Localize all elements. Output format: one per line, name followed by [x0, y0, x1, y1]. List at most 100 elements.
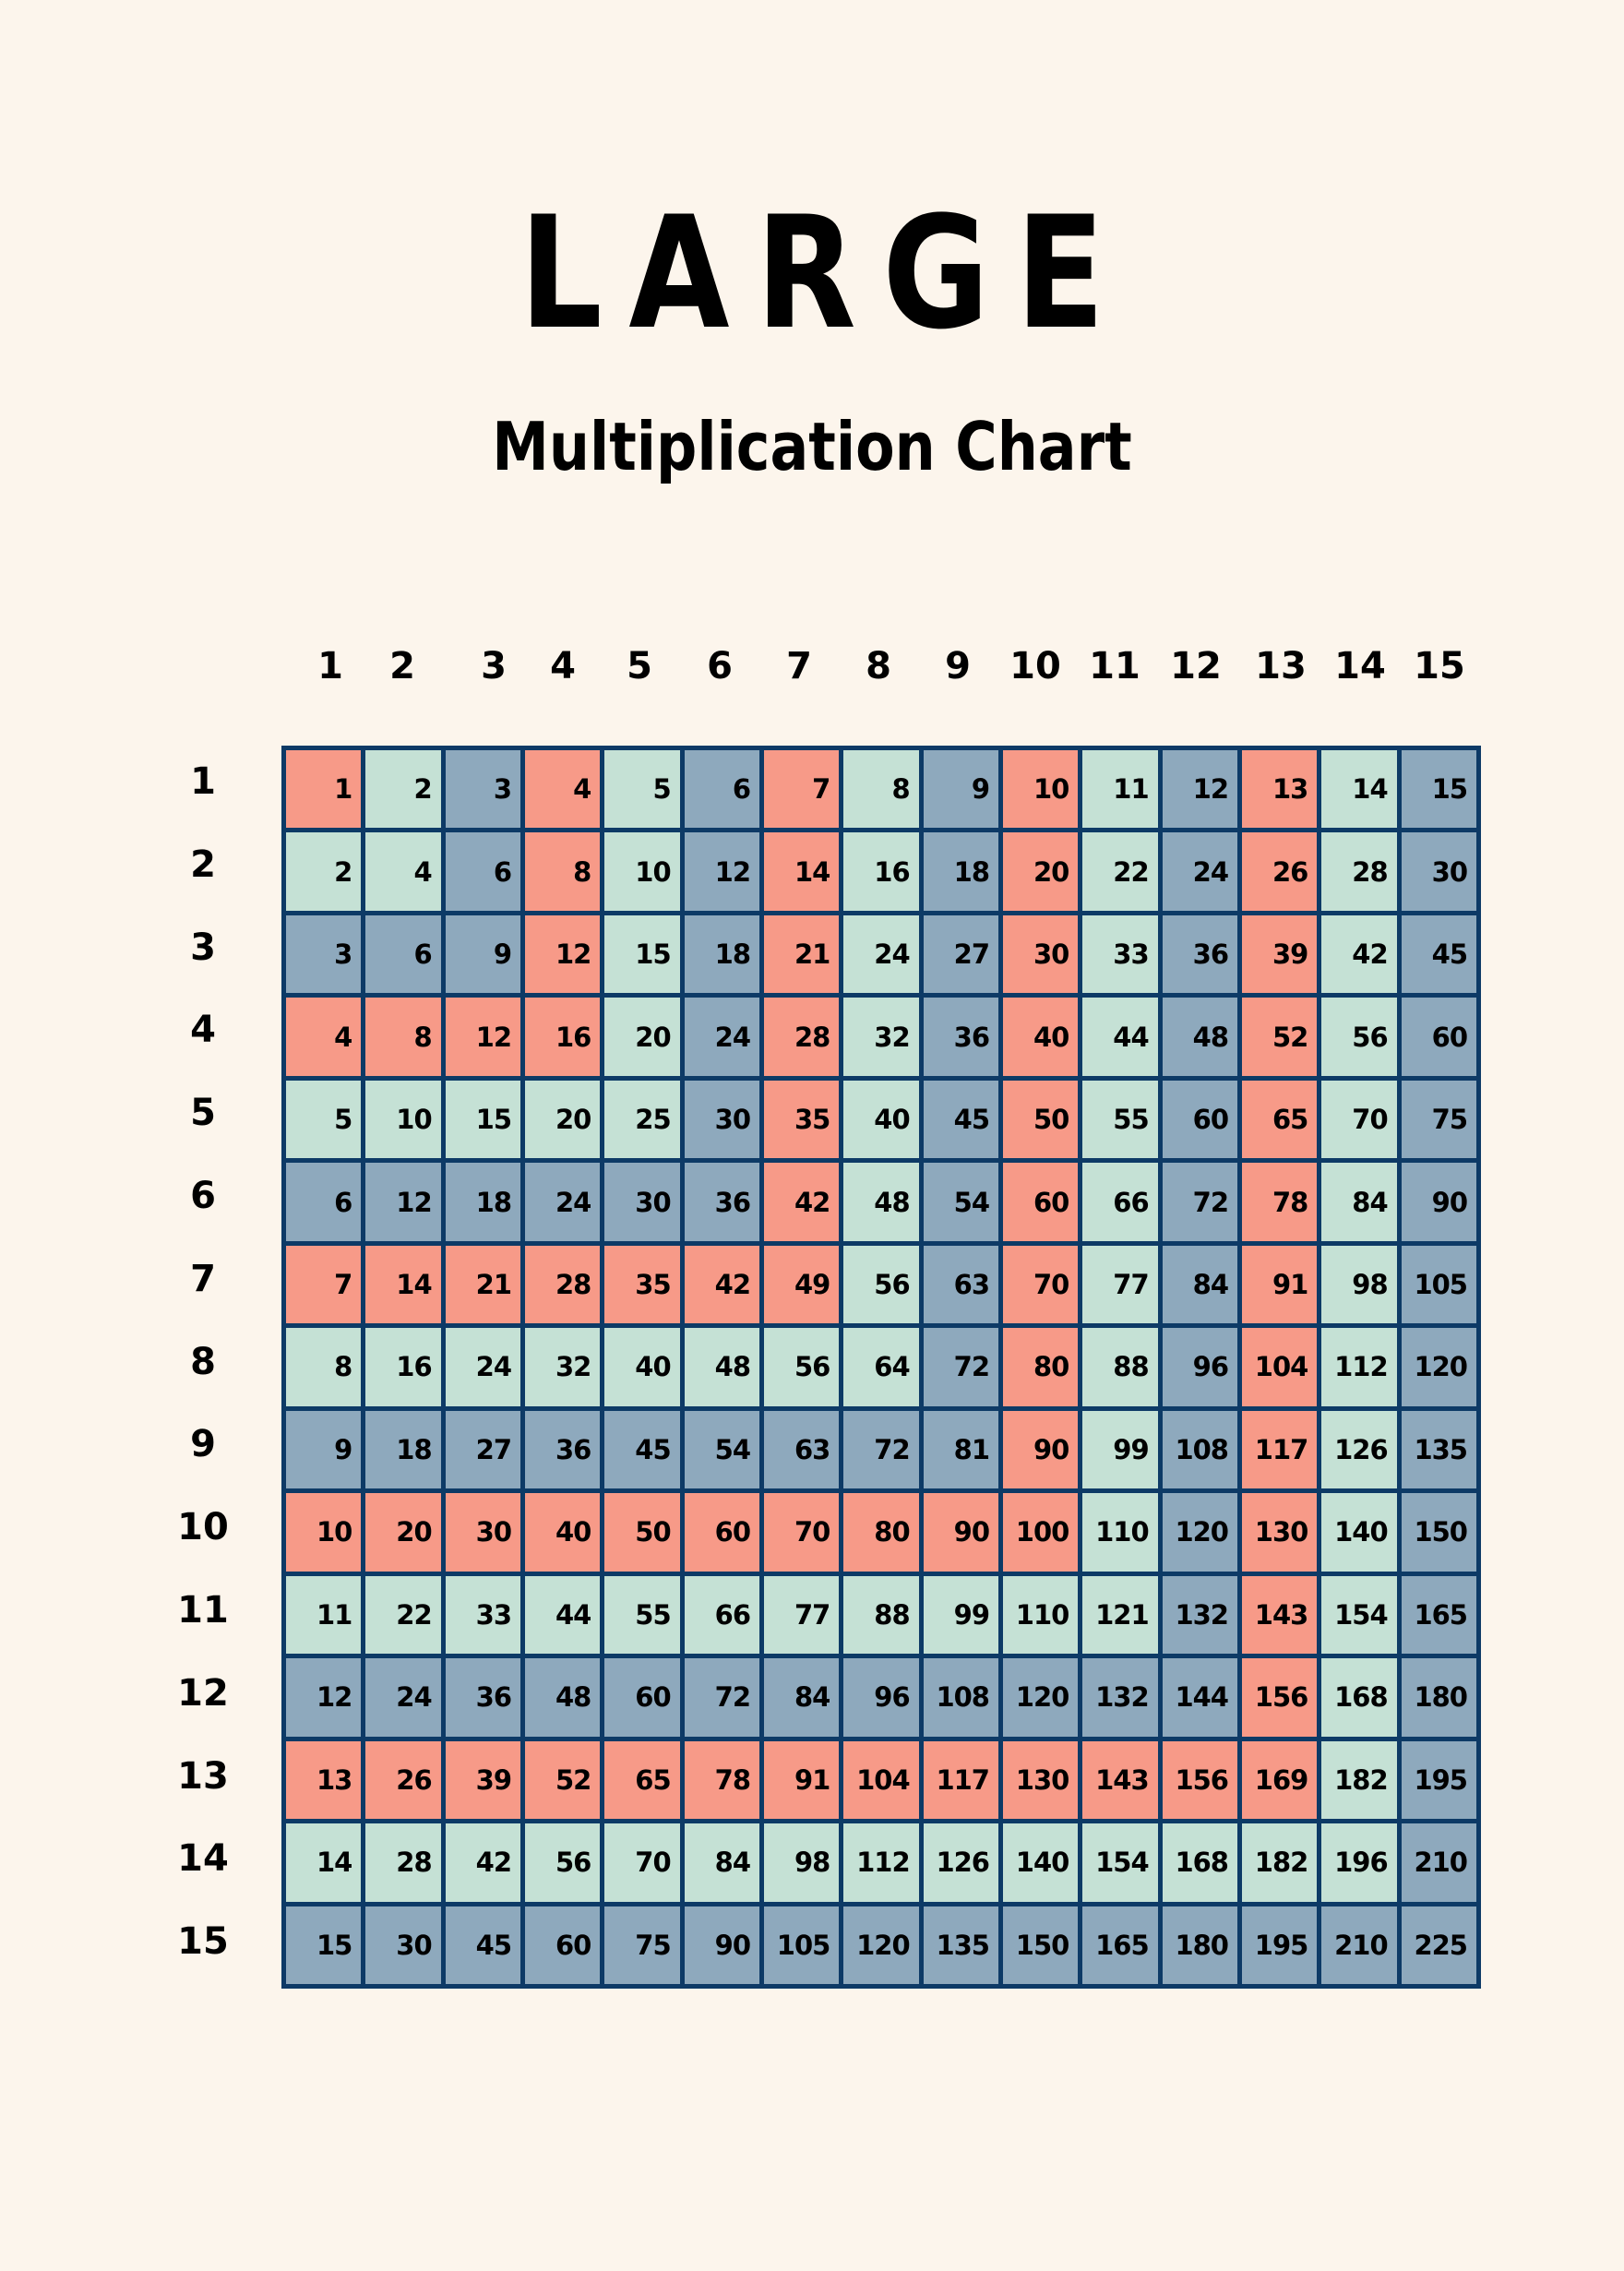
grid-cell: 30	[445, 1493, 520, 1572]
column-header: 2	[389, 645, 415, 687]
grid-cell: 96	[1162, 1328, 1237, 1406]
grid-cell: 42	[764, 1163, 840, 1241]
grid-cell: 40	[1003, 998, 1079, 1076]
grid-cell: 80	[1003, 1328, 1079, 1406]
grid-cell: 55	[1082, 1080, 1158, 1159]
grid-cell: 63	[764, 1410, 840, 1489]
column-header: 13	[1255, 645, 1307, 687]
row-header: 9	[190, 1423, 216, 1466]
grid-cell: 91	[764, 1740, 840, 1820]
grid-cell: 44	[525, 1575, 601, 1655]
grid-cell: 36	[525, 1410, 601, 1489]
multiplication-grid: 1 2 3 4 5 6 7 8 9 10 11 12 13 14 15 2 4 6 8 10 12 14 16 18 20 22 2…	[281, 746, 1481, 1989]
grid-cell: 42	[684, 1245, 759, 1324]
row-header: 11	[177, 1588, 229, 1632]
grid-cell: 4	[365, 832, 441, 911]
grid-cell: 135	[1401, 1410, 1476, 1489]
grid-cell: 11	[1082, 750, 1158, 829]
grid-cell: 18	[684, 914, 759, 994]
grid-cell: 20	[525, 1080, 601, 1159]
grid-cell: 120	[1003, 1658, 1079, 1737]
grid-cell: 65	[1242, 1080, 1318, 1159]
grid-cell: 30	[1003, 914, 1079, 994]
grid-cell: 117	[923, 1740, 998, 1820]
grid-cell: 156	[1242, 1658, 1318, 1737]
grid-cell: 110	[1003, 1575, 1079, 1655]
grid-cell: 27	[923, 914, 998, 994]
grid-cell: 56	[764, 1328, 840, 1406]
grid-cell: 27	[445, 1410, 520, 1489]
column-header: 6	[707, 645, 733, 687]
grid-cell: 16	[843, 832, 919, 911]
grid-cell: 45	[445, 1906, 520, 1984]
grid-cell: 165	[1082, 1906, 1158, 1984]
grid-cell: 108	[1162, 1410, 1237, 1489]
row-header: 5	[190, 1092, 216, 1135]
grid-cell: 22	[365, 1575, 441, 1655]
grid-cell: 39	[1242, 914, 1318, 994]
column-header: 1	[317, 645, 343, 687]
grid-cell: 225	[1401, 1906, 1476, 1984]
column-header: 8	[866, 645, 891, 687]
row-header: 7	[190, 1257, 216, 1300]
grid-cell: 210	[1401, 1823, 1476, 1902]
row-header: 3	[190, 926, 216, 969]
grid-cell: 2	[286, 832, 362, 911]
grid-cell: 50	[1003, 1080, 1079, 1159]
grid-cell: 72	[1162, 1163, 1237, 1241]
grid-cell: 36	[684, 1163, 759, 1241]
grid-cell: 165	[1401, 1575, 1476, 1655]
grid-cell: 42	[445, 1823, 520, 1902]
grid-cell: 78	[1242, 1163, 1318, 1241]
grid-cell: 56	[525, 1823, 601, 1902]
row-header: 15	[177, 1920, 229, 1964]
grid-cell: 40	[843, 1080, 919, 1159]
grid-cell: 24	[843, 914, 919, 994]
grid-cell: 28	[525, 1245, 601, 1324]
grid-cell: 60	[1162, 1080, 1237, 1159]
grid-cell: 56	[843, 1245, 919, 1324]
grid-cell: 14	[365, 1245, 441, 1324]
grid-cell: 13	[286, 1740, 362, 1820]
grid-cell: 156	[1162, 1740, 1237, 1820]
grid-cell: 99	[1082, 1410, 1158, 1489]
grid-cell: 210	[1321, 1906, 1397, 1984]
grid-cell: 4	[525, 750, 601, 829]
grid-cell: 72	[684, 1658, 759, 1737]
grid-cell: 54	[684, 1410, 759, 1489]
grid-cell: 32	[525, 1328, 601, 1406]
grid-cell: 24	[365, 1658, 441, 1737]
grid-cell: 13	[1242, 750, 1318, 829]
column-header: 4	[550, 645, 576, 687]
grid-cell: 90	[1401, 1163, 1476, 1241]
grid-cell: 100	[1003, 1493, 1079, 1572]
grid-cell: 8	[843, 750, 919, 829]
page-title: LARGE	[519, 183, 1131, 364]
grid-cell: 32	[843, 998, 919, 1076]
grid-cell: 45	[604, 1410, 680, 1489]
grid-cell: 168	[1321, 1658, 1397, 1737]
grid-cell: 55	[604, 1575, 680, 1655]
grid-cell: 90	[1003, 1410, 1079, 1489]
grid-cell: 42	[1321, 914, 1397, 994]
grid-cell: 120	[1162, 1493, 1237, 1572]
grid-cell: 39	[445, 1740, 520, 1820]
grid-cell: 48	[843, 1163, 919, 1241]
grid-cell: 9	[286, 1410, 362, 1489]
grid-cell: 26	[365, 1740, 441, 1820]
grid-cell: 21	[764, 914, 840, 994]
grid-cell: 10	[604, 832, 680, 911]
grid-cell: 9	[445, 914, 520, 994]
grid-cell: 72	[923, 1328, 998, 1406]
row-header: 6	[190, 1174, 216, 1217]
grid-cell: 24	[1162, 832, 1237, 911]
grid-cell: 16	[525, 998, 601, 1076]
grid-cell: 135	[923, 1906, 998, 1984]
grid-cell: 33	[445, 1575, 520, 1655]
row-header: 4	[190, 1009, 216, 1052]
grid-cell: 132	[1082, 1658, 1158, 1737]
grid-cell: 54	[923, 1163, 998, 1241]
grid-cell: 168	[1162, 1823, 1237, 1902]
grid-cell: 12	[684, 832, 759, 911]
grid-cell: 88	[843, 1575, 919, 1655]
